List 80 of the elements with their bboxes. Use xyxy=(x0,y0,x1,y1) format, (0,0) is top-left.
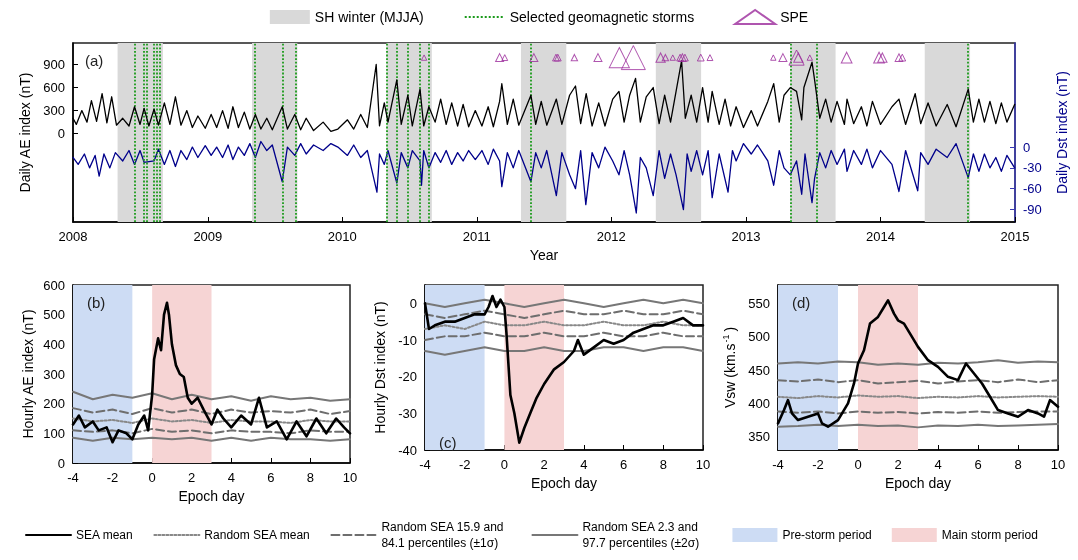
legend-label: SEA mean xyxy=(76,528,133,542)
legend-label: Random SEA 2.3 and 97.7 percentiles (±2σ) xyxy=(582,520,702,550)
y-tick-label: 600 xyxy=(43,80,65,96)
y-tick-label: 0 xyxy=(409,295,417,311)
y-tick-label: 100 xyxy=(43,425,65,441)
x-tick-label: -4 xyxy=(67,470,79,485)
legend-label: Pre-storm period xyxy=(782,528,872,542)
x-tick-label: 4 xyxy=(580,457,588,472)
x-tick-label: 2009 xyxy=(193,229,223,244)
legend-label: Random SEA mean xyxy=(204,528,310,542)
x-tick-label: 10 xyxy=(695,457,711,472)
x-tick-label: 2013 xyxy=(731,229,761,244)
x-tick-label: 2010 xyxy=(327,229,357,244)
x-tick-label: 6 xyxy=(619,457,628,472)
x-tick-label: 2012 xyxy=(596,229,626,244)
y2-tick-label: -60 xyxy=(1023,181,1042,197)
x-tick-label: 0 xyxy=(148,470,156,485)
annotation: (c) xyxy=(439,434,457,451)
x-tick-label: -4 xyxy=(772,457,784,472)
x-tick-label: -2 xyxy=(106,470,119,485)
x-tick-label: 6 xyxy=(974,457,982,472)
y-tick-label: 450 xyxy=(748,362,770,378)
x-tick-label: 2015 xyxy=(1000,229,1030,244)
y-tick-label: 600 xyxy=(43,277,65,293)
annotation: (d) xyxy=(792,294,811,311)
y-tick-label: 0 xyxy=(57,126,65,142)
y2-axis-title: Daily Dst index (nT) xyxy=(1054,71,1070,194)
y-tick-label: 900 xyxy=(43,57,65,73)
x-tick-label: -2 xyxy=(458,457,471,472)
x-tick-label: 6 xyxy=(267,470,275,485)
x-axis-title: Epoch day xyxy=(530,475,598,491)
legend-label: SH winter (MJJA) xyxy=(314,9,424,25)
x-tick-label: 2011 xyxy=(462,229,491,244)
x-axis-title: Epoch day xyxy=(884,475,952,491)
x-tick-label: 2 xyxy=(894,457,902,472)
x-tick-label: 8 xyxy=(659,457,667,472)
x-tick-label: 10 xyxy=(342,470,358,485)
y-tick-label: 200 xyxy=(43,396,65,412)
x-tick-label: -2 xyxy=(812,457,824,472)
y-tick-label: -10 xyxy=(398,332,417,348)
x-tick-label: 0 xyxy=(854,457,862,472)
y-tick-label: 400 xyxy=(43,336,65,352)
x-tick-label: -4 xyxy=(419,457,431,472)
line-series xyxy=(72,390,351,402)
x-tick-label: 2014 xyxy=(866,229,895,244)
y-tick-label: 350 xyxy=(748,429,770,445)
annotation: (a) xyxy=(85,52,104,69)
x-tick-label: 2 xyxy=(188,470,196,485)
x-tick-label: 8 xyxy=(1014,457,1022,472)
y-tick-label: -40 xyxy=(398,442,417,458)
x-axis-title: Year xyxy=(529,247,559,263)
legend-label: Main storm period xyxy=(941,528,1038,542)
y-axis-title: Hourly AE index (nT) xyxy=(20,309,36,439)
y-tick-label: -20 xyxy=(398,369,417,385)
x-tick-label: 0 xyxy=(500,457,509,472)
y2-tick-label: 0 xyxy=(1023,139,1031,155)
legend-label: Selected geomagnetic storms xyxy=(509,9,695,25)
x-tick-label: 10 xyxy=(1050,457,1066,472)
x-tick-label: 2008 xyxy=(58,229,88,244)
y-tick-label: -30 xyxy=(398,405,417,421)
y-axis-title: Daily AE index (nT) xyxy=(17,72,34,193)
y-tick-label: 300 xyxy=(43,103,65,119)
x-axis-title: Epoch day xyxy=(178,488,245,504)
x-tick-label: 4 xyxy=(934,457,942,472)
annotation: (b) xyxy=(87,294,106,311)
x-tick-label: 2 xyxy=(540,457,548,472)
legend-label: Random SEA 15.9 and 84.1 percentiles (±1σ) xyxy=(381,520,507,550)
y-tick-label: 400 xyxy=(748,395,770,411)
x-tick-label: 4 xyxy=(227,470,235,485)
y-tick-label: 500 xyxy=(43,307,65,323)
y-axis-title: Hourly Dst index (nT) xyxy=(372,301,389,434)
y-tick-label: 550 xyxy=(748,296,770,312)
y-tick-label: 500 xyxy=(748,329,770,345)
legend-label: SPE xyxy=(780,9,809,25)
y2-tick-label: -90 xyxy=(1023,202,1042,218)
y2-tick-label: -30 xyxy=(1023,160,1042,176)
y-axis-title: Vsw (km.s-1) xyxy=(721,326,739,409)
y-tick-label: 300 xyxy=(43,366,65,382)
line-series xyxy=(72,140,1016,214)
x-tick-label: 8 xyxy=(306,470,315,485)
